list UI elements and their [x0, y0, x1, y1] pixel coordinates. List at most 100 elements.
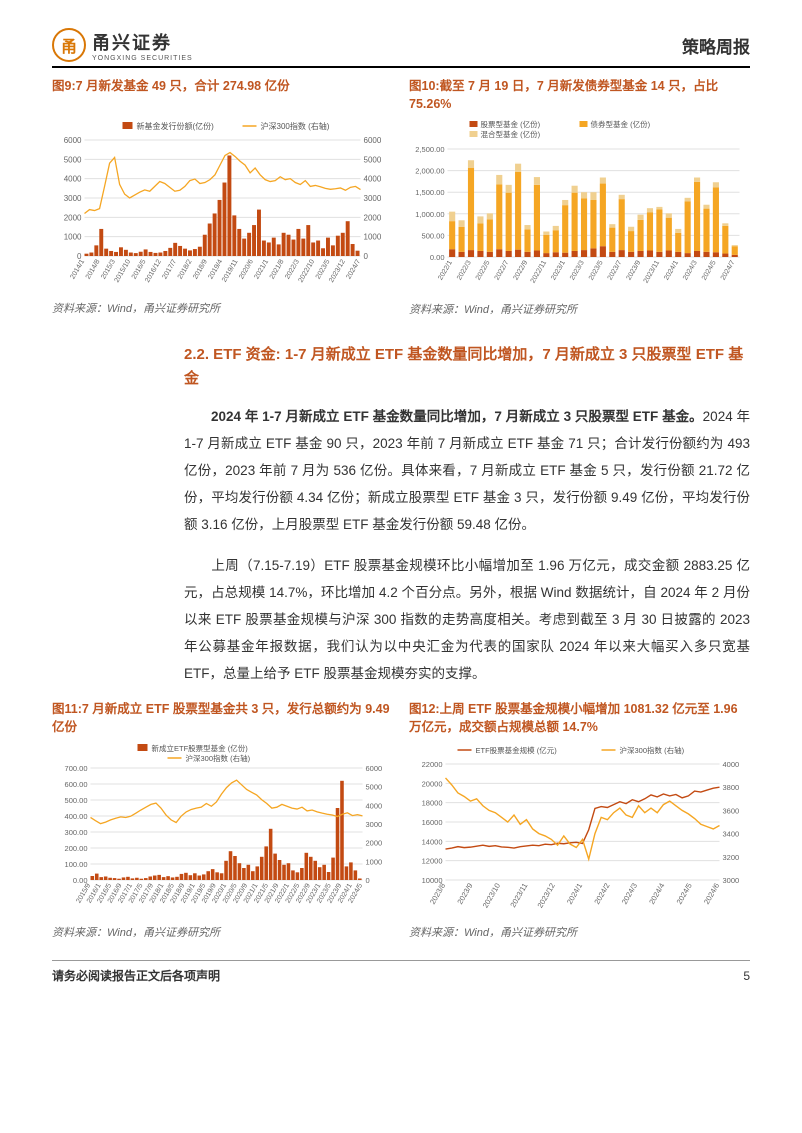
svg-text:2023/9: 2023/9	[455, 882, 474, 906]
chart12-title: 图12:上周 ETF 股票基金规模小幅增加 1081.32 亿元至 1.96 万…	[409, 701, 750, 736]
svg-text:2023/7: 2023/7	[607, 259, 624, 281]
svg-text:2024/5: 2024/5	[675, 882, 694, 906]
svg-text:400.00: 400.00	[65, 812, 88, 821]
svg-text:2022/3: 2022/3	[456, 259, 473, 281]
svg-text:0: 0	[364, 252, 369, 261]
section-title: 2.2. ETF 资金: 1-7 月新成立 ETF 基金数量同比增加，7 月新成…	[52, 343, 750, 391]
svg-text:2023/8: 2023/8	[428, 882, 447, 906]
svg-text:3000: 3000	[723, 876, 740, 885]
svg-text:18000: 18000	[422, 799, 443, 808]
chart10-source: 资料来源：Wind，甬兴证券研究所	[409, 301, 750, 317]
svg-text:200.00: 200.00	[65, 844, 88, 853]
chart10-title: 图10:截至 7 月 19 日，7 月新发债券型基金 14 只，占比 75.26…	[409, 78, 750, 113]
svg-text:2023/10: 2023/10	[481, 882, 502, 910]
chart11: 新成立ETF股票型基金 (亿份)沪深300指数 (右轴)0.00100.0020…	[52, 742, 393, 922]
svg-text:1000: 1000	[366, 857, 383, 866]
svg-text:沪深300指数 (右轴): 沪深300指数 (右轴)	[186, 753, 251, 763]
svg-text:3000: 3000	[364, 194, 382, 203]
svg-text:2022/9: 2022/9	[513, 259, 530, 281]
chart12-source: 资料来源：Wind，甬兴证券研究所	[409, 924, 750, 940]
svg-text:3400: 3400	[723, 830, 740, 839]
svg-text:5000: 5000	[364, 155, 382, 164]
svg-text:2000: 2000	[64, 213, 82, 222]
paragraph-2: 上周（7.15-7.19）ETF 股票基金规模环比小幅增加至 1.96 万亿元，…	[52, 552, 750, 687]
svg-text:4000: 4000	[723, 760, 740, 769]
svg-text:2000: 2000	[366, 839, 383, 848]
svg-text:2024/1: 2024/1	[663, 259, 680, 281]
svg-text:2023/5: 2023/5	[588, 259, 605, 281]
svg-text:2023/11: 2023/11	[643, 259, 662, 284]
report-type: 策略周报	[682, 33, 750, 58]
page-header: 甬 甬兴证券 YONGXING SECURITIES 策略周报	[52, 28, 750, 68]
svg-text:新基金发行份额(亿份): 新基金发行份额(亿份)	[137, 121, 215, 131]
svg-text:2022/11: 2022/11	[530, 259, 549, 284]
svg-text:2023/3: 2023/3	[569, 259, 586, 281]
svg-text:3800: 3800	[723, 783, 740, 792]
svg-text:100.00: 100.00	[65, 860, 88, 869]
page-footer: 请务必阅读报告正文后各项声明 5	[52, 960, 750, 984]
svg-text:500.00: 500.00	[422, 231, 445, 240]
svg-text:2000: 2000	[364, 213, 382, 222]
svg-text:300.00: 300.00	[65, 828, 88, 837]
chart9-title: 图9:7 月新发基金 49 只，合计 274.98 亿份	[52, 78, 393, 112]
chart9-source: 资料来源：Wind，甬兴证券研究所	[52, 300, 393, 316]
chart10: 股票型基金 (亿份) 债券型基金 (亿份) 混合型基金 (亿份) 0.00 500.00…	[409, 119, 750, 299]
svg-text:1000: 1000	[64, 233, 82, 242]
svg-text:2024/5: 2024/5	[701, 259, 718, 281]
chart11-title: 图11:7 月新成立 ETF 股票型基金共 3 只，发行总额约为 9.49 亿份	[52, 701, 393, 736]
svg-text:2023/12: 2023/12	[535, 882, 556, 910]
svg-text:1,500.00: 1,500.00	[415, 188, 444, 197]
chart9: 新基金发行份额(亿份)沪深300指数 (右轴)00100010002000200…	[52, 118, 393, 298]
svg-text:2024/1: 2024/1	[565, 882, 584, 906]
svg-text:混合型基金 (亿份): 混合型基金 (亿份)	[481, 129, 541, 139]
svg-text:2022/7: 2022/7	[494, 259, 511, 281]
svg-text:2024/2: 2024/2	[592, 882, 611, 906]
svg-text:2,000.00: 2,000.00	[415, 167, 444, 176]
svg-text:600.00: 600.00	[65, 780, 88, 789]
svg-text:沪深300指数 (右轴): 沪深300指数 (右轴)	[261, 121, 330, 131]
svg-text:0.00: 0.00	[430, 253, 445, 262]
svg-text:6000: 6000	[64, 136, 82, 145]
svg-text:4000: 4000	[366, 801, 383, 810]
paragraph-1: 2024 年 1-7 月新成立 ETF 基金数量同比增加，7 月新成立 3 只股…	[52, 403, 750, 538]
svg-text:16000: 16000	[422, 818, 443, 827]
page-number: 5	[743, 969, 750, 983]
svg-text:股票型基金 (亿份): 股票型基金 (亿份)	[481, 119, 541, 129]
logo: 甬 甬兴证券 YONGXING SECURITIES	[52, 28, 193, 62]
svg-text:14000: 14000	[422, 837, 443, 846]
svg-text:3000: 3000	[366, 820, 383, 829]
svg-text:2024/4: 2024/4	[647, 882, 666, 906]
svg-text:5000: 5000	[366, 783, 383, 792]
svg-text:2024/6: 2024/6	[702, 882, 721, 906]
footer-disclaimer: 请务必阅读报告正文后各项声明	[52, 967, 220, 984]
svg-text:6000: 6000	[364, 136, 382, 145]
svg-text:0: 0	[366, 876, 370, 885]
svg-text:22000: 22000	[422, 760, 443, 769]
svg-text:1,000.00: 1,000.00	[415, 210, 444, 219]
chart12: ETF股票基金规模 (亿元)沪深300指数 (右轴)10000120001400…	[409, 742, 750, 922]
svg-text:3600: 3600	[723, 806, 740, 815]
svg-text:20000: 20000	[422, 779, 443, 788]
logo-name-en: YONGXING SECURITIES	[92, 55, 193, 62]
svg-text:6000: 6000	[366, 764, 383, 773]
svg-text:700.00: 700.00	[65, 764, 88, 773]
svg-text:沪深300指数 (右轴): 沪深300指数 (右轴)	[620, 745, 685, 755]
svg-text:债券型基金 (亿份): 债券型基金 (亿份)	[591, 119, 651, 129]
svg-text:4000: 4000	[364, 175, 382, 184]
svg-text:3000: 3000	[64, 194, 82, 203]
svg-text:3200: 3200	[723, 853, 740, 862]
logo-icon: 甬	[52, 28, 86, 62]
svg-text:ETF股票基金规模 (亿元): ETF股票基金规模 (亿元)	[476, 745, 558, 755]
svg-text:新成立ETF股票型基金 (亿份): 新成立ETF股票型基金 (亿份)	[152, 743, 249, 753]
chart11-source: 资料来源：Wind，甬兴证券研究所	[52, 924, 393, 940]
svg-text:500.00: 500.00	[65, 796, 88, 805]
svg-text:2022/1: 2022/1	[437, 259, 454, 281]
svg-text:5000: 5000	[64, 155, 82, 164]
svg-text:2023/1: 2023/1	[550, 259, 567, 281]
logo-name-cn: 甬兴证券	[92, 29, 193, 55]
svg-text:2023/11: 2023/11	[508, 882, 529, 910]
svg-text:2024/7: 2024/7	[720, 259, 737, 281]
svg-text:12000: 12000	[422, 857, 443, 866]
svg-text:4000: 4000	[64, 175, 82, 184]
svg-text:2024/3: 2024/3	[682, 259, 699, 281]
